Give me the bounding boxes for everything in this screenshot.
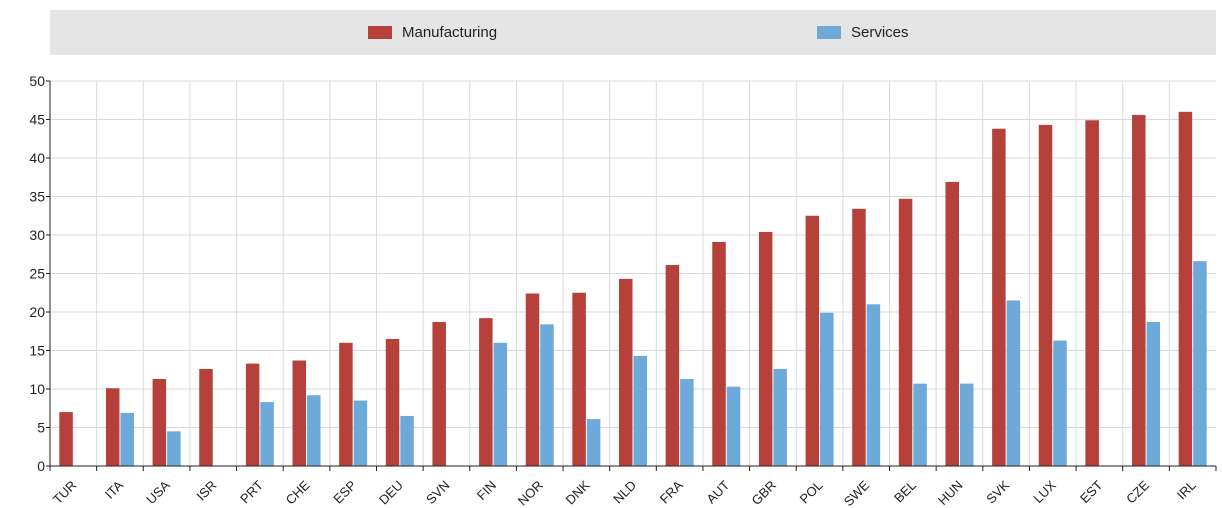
bar-manufacturing-cze [1132, 114, 1146, 466]
y-tick-label: 30 [29, 227, 45, 243]
x-tick-label: SWE [841, 477, 873, 508]
x-tick-label: BEL [891, 478, 919, 506]
bar-manufacturing-esp [339, 342, 353, 466]
x-tick-label: USA [143, 477, 173, 507]
bar-services-nor [540, 324, 554, 466]
bar-manufacturing-prt [245, 363, 260, 466]
bar-services-nld [633, 355, 647, 466]
bar-services-dnk [586, 419, 601, 466]
x-tick-label: DNK [562, 477, 592, 507]
bar-manufacturing-irl [1178, 111, 1193, 467]
x-tick-label: CHE [283, 477, 313, 507]
bar-services-pol [820, 312, 834, 466]
x-tick-label: AUT [703, 477, 732, 506]
bar-services-deu [400, 415, 414, 466]
y-tick-label: 25 [29, 266, 45, 282]
bar-manufacturing-ita [105, 388, 120, 466]
bar-services-fra [680, 378, 694, 466]
bar-services-cze [1146, 322, 1161, 466]
x-tick-label: NOR [515, 478, 546, 508]
bar-manufacturing-che [292, 360, 307, 466]
legend: Manufacturing Services [50, 10, 1216, 55]
x-tick-label: SVN [423, 478, 453, 508]
bar-services-irl [1193, 261, 1207, 466]
bar-manufacturing-lux [1038, 124, 1053, 466]
bar-manufacturing-hun [945, 181, 959, 466]
x-tick-label: CZE [1123, 477, 1152, 506]
bar-services-esp [353, 400, 368, 466]
y-tick-label: 5 [37, 420, 45, 436]
bar-manufacturing-pol [805, 215, 820, 466]
bar-manufacturing-svn [432, 322, 446, 466]
y-tick-label: 15 [29, 343, 45, 359]
bar-services-bel [913, 383, 927, 466]
bar-services-prt [260, 402, 274, 466]
legend-swatch-services [817, 26, 841, 39]
x-tick-label: HUN [935, 478, 966, 508]
y-tick-label: 35 [29, 189, 45, 205]
bar-manufacturing-bel [898, 198, 913, 466]
x-tick-label: FIN [474, 478, 499, 503]
y-tick-label: 50 [29, 73, 45, 89]
bar-services-fin [493, 342, 508, 466]
bar-services-gbr [773, 368, 787, 466]
legend-item-manufacturing: Manufacturing [368, 10, 497, 55]
y-tick-label: 45 [29, 112, 45, 128]
bar-manufacturing-fra [665, 265, 680, 466]
bar-manufacturing-est [1085, 120, 1099, 467]
bar-manufacturing-aut [712, 241, 726, 466]
legend-label-manufacturing: Manufacturing [402, 24, 498, 41]
bar-manufacturing-isr [199, 368, 213, 466]
x-tick-label: SVK [983, 477, 1012, 506]
x-tick-label: ESP [330, 478, 359, 507]
bar-services-hun [959, 383, 974, 466]
bar-manufacturing-nld [619, 278, 633, 466]
legend-label-services: Services [851, 24, 909, 41]
x-tick-label: ITA [102, 477, 126, 501]
bar-manufacturing-gbr [758, 231, 773, 466]
x-tick-label: POL [797, 478, 826, 507]
y-tick-label: 20 [29, 304, 45, 320]
bar-services-svk [1006, 300, 1021, 466]
x-tick-label: PRT [237, 477, 266, 506]
bar-manufacturing-nor [525, 293, 540, 466]
x-tick-label: GBR [749, 478, 780, 508]
y-tick-label: 10 [29, 381, 45, 397]
bar-manufacturing-svk [992, 128, 1006, 467]
bar-services-che [307, 395, 321, 466]
bar-services-aut [726, 386, 741, 466]
bar-manufacturing-dnk [572, 292, 586, 466]
x-tick-label: FRA [657, 477, 686, 506]
x-tick-label: NLD [610, 478, 639, 507]
x-tick-label: TUR [50, 478, 79, 507]
y-tick-label: 40 [29, 150, 45, 166]
legend-item-services: Services [817, 10, 909, 55]
x-tick-label: ISR [193, 478, 219, 504]
bar-manufacturing-usa [152, 378, 167, 466]
x-tick-label: LUX [1030, 477, 1059, 506]
x-tick-label: EST [1077, 477, 1106, 506]
x-tick-label: DEU [376, 478, 406, 508]
bar-manufacturing-swe [852, 208, 866, 466]
bar-manufacturing-tur [59, 412, 73, 466]
bar-services-swe [866, 304, 881, 466]
y-tick-label: 0 [37, 458, 45, 474]
bar-services-ita [120, 412, 134, 466]
bar-services-lux [1053, 340, 1067, 466]
legend-swatch-manufacturing [368, 26, 392, 39]
bar-manufacturing-fin [479, 318, 493, 466]
bar-services-usa [167, 431, 181, 466]
bar-manufacturing-deu [385, 338, 400, 466]
x-tick-label: IRL [1174, 478, 1199, 503]
